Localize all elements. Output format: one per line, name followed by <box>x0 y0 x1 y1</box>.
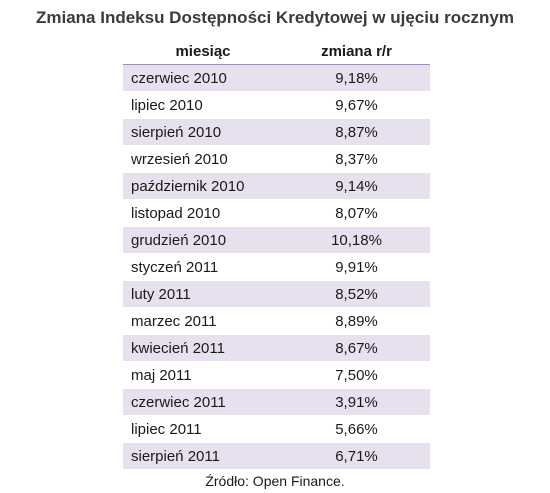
change-value-cell: 5,66% <box>283 415 430 443</box>
month-cell: czerwiec 2010 <box>123 64 283 92</box>
month-cell: maj 2011 <box>123 361 283 389</box>
month-cell: kwiecień 2011 <box>123 334 283 362</box>
header-row: miesiąc zmiana r/r <box>123 38 430 65</box>
change-value-cell: 8,87% <box>283 118 430 146</box>
change-value-cell: 7,50% <box>283 361 430 389</box>
month-cell: sierpień 2010 <box>123 118 283 146</box>
table-row: sierpień 2011 6,71% <box>123 442 430 470</box>
change-value-cell: 8,67% <box>283 334 430 362</box>
source-note: Źródło: Open Finance. <box>205 473 345 489</box>
table-row: luty 2011 8,52% <box>123 280 430 308</box>
table-row: maj 2011 7,50% <box>123 361 430 389</box>
table-row: grudzień 2010 10,18% <box>123 226 430 254</box>
table-row: czerwiec 2010 9,18% <box>123 64 430 92</box>
table-row: styczeń 2011 9,91% <box>123 253 430 281</box>
change-value-cell: 8,89% <box>283 307 430 335</box>
table-row: czerwiec 2011 3,91% <box>123 388 430 416</box>
month-cell: wrzesień 2010 <box>123 145 283 173</box>
table-row: marzec 2011 8,89% <box>123 307 430 335</box>
month-cell: listopad 2010 <box>123 199 283 227</box>
change-value-cell: 9,91% <box>283 253 430 281</box>
column-header-month: miesiąc <box>123 38 283 65</box>
table-title: Zmiana Indeksu Dostępności Kredytowej w … <box>35 8 514 27</box>
month-cell: marzec 2011 <box>123 307 283 335</box>
month-cell: luty 2011 <box>123 280 283 308</box>
change-value-cell: 8,07% <box>283 199 430 227</box>
data-table: miesiąc zmiana r/r czerwiec 2010 9,18% lip… <box>123 38 430 470</box>
month-cell: lipiec 2011 <box>123 415 283 443</box>
change-value-cell: 8,52% <box>283 280 430 308</box>
change-value-cell: 6,71% <box>283 442 430 470</box>
table-row: sierpień 2010 8,87% <box>123 118 430 146</box>
change-value-cell: 3,91% <box>283 388 430 416</box>
table-row: lipiec 2011 5,66% <box>123 415 430 443</box>
change-value-cell: 9,14% <box>283 172 430 200</box>
month-cell: lipiec 2010 <box>123 91 283 119</box>
change-value-cell: 9,67% <box>283 91 430 119</box>
change-value-cell: 9,18% <box>283 64 430 92</box>
change-value-cell: 8,37% <box>283 145 430 173</box>
month-cell: styczeń 2011 <box>123 253 283 281</box>
table-row: wrzesień 2010 8,37% <box>123 145 430 173</box>
table-row: lipiec 2010 9,67% <box>123 91 430 119</box>
column-header-change: zmiana r/r <box>283 38 430 65</box>
month-cell: sierpień 2011 <box>123 442 283 470</box>
table-row: kwiecień 2011 8,67% <box>123 334 430 362</box>
table-row: październik 2010 9,14% <box>123 172 430 200</box>
table-row: listopad 2010 8,07% <box>123 199 430 227</box>
month-cell: czerwiec 2011 <box>123 388 283 416</box>
month-cell: październik 2010 <box>123 172 283 200</box>
change-value-cell: 10,18% <box>283 226 430 254</box>
month-cell: grudzień 2010 <box>123 226 283 254</box>
